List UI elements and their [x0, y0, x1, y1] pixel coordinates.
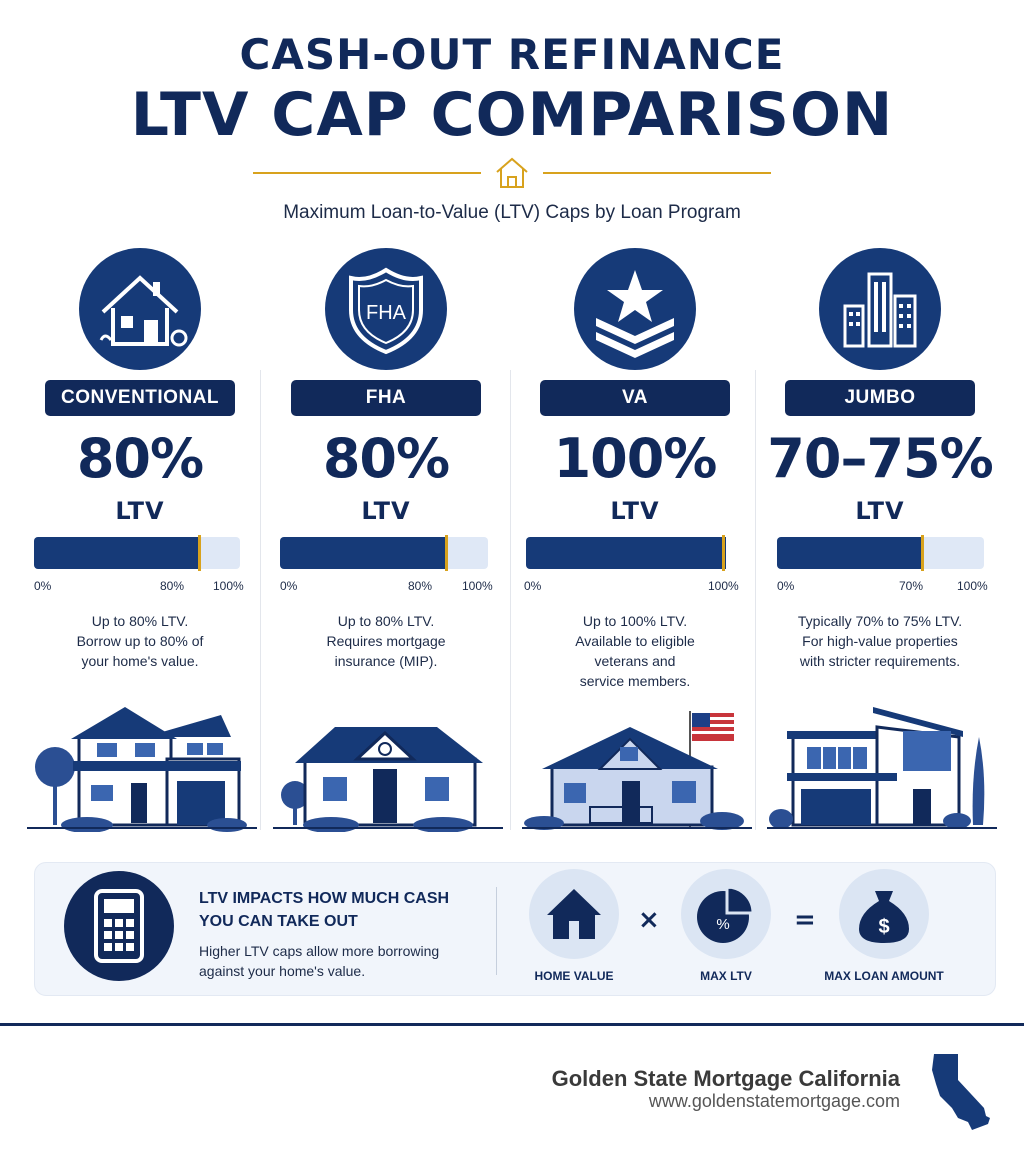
tick-label-end: 100%: [462, 579, 493, 593]
impact-body: against your home's value.: [199, 963, 366, 979]
calculator-icon: [64, 871, 174, 981]
tick-label-start: 0%: [524, 579, 542, 593]
description-line: veterans and: [594, 653, 676, 669]
ltv-cap-marker: [921, 535, 924, 571]
program-card-jumbo: JUMBO 70–75% LTV 0% 70% 100% Typically 7…: [757, 245, 1003, 835]
program-description: Up to 100% LTV. Available to eligible ve…: [522, 611, 748, 691]
column-divider: [260, 370, 261, 830]
column-divider: [510, 370, 511, 830]
home-value-label: HOME VALUE: [534, 969, 614, 983]
single-story-house-illustration: [273, 697, 503, 833]
tick-label-start: 0%: [34, 579, 52, 593]
ltv-unit-label: LTV: [361, 497, 411, 525]
program-name-label: JUMBO: [785, 380, 975, 416]
description-line: Up to 80% LTV.: [91, 613, 189, 629]
tick-label-start: 0%: [280, 579, 298, 593]
program-description: Up to 80% LTV. Borrow up to 80% of your …: [27, 611, 253, 671]
california-map-icon: [932, 1054, 990, 1130]
program-name-label: CONVENTIONAL: [45, 380, 235, 416]
max-loan-label: MAX LOAN AMOUNT: [824, 969, 944, 983]
ltv-cap-marker: [722, 535, 725, 571]
program-card-fha: FHA FHA 80% LTV 0% 80% 100% Up to 80% LT…: [263, 245, 509, 835]
max-ltv-label: MAX LTV: [700, 969, 752, 983]
house-icon: [79, 248, 201, 370]
ltv-progress-bar: [34, 535, 240, 571]
tick-label-end: 100%: [213, 579, 244, 593]
fha-shield-icon: FHA: [325, 248, 447, 370]
program-description: Typically 70% to 75% LTV. For high-value…: [767, 611, 993, 671]
pie-percent-text: %: [716, 916, 729, 933]
ltv-progress-fill: [777, 537, 922, 569]
multiply-sign: ×: [638, 905, 660, 935]
ltv-progress-bar: [526, 535, 726, 571]
star-chevron-icon: [574, 248, 696, 370]
tick-label-cap: 80%: [160, 579, 185, 593]
description-line: For high-value properties: [802, 633, 958, 649]
home-value-icon: [529, 869, 619, 959]
panel-divider: [496, 887, 497, 975]
ltv-progress-bar: [280, 535, 488, 571]
tick-label-end: 100%: [708, 579, 739, 593]
ltv-unit-label: LTV: [855, 497, 905, 525]
description-line: Typically 70% to 75% LTV.: [797, 613, 963, 629]
equals-sign: =: [794, 905, 816, 935]
description-line: your home's value.: [81, 653, 199, 669]
ltv-unit-label: LTV: [610, 497, 660, 525]
description-line: insurance (MIP).: [334, 653, 438, 669]
description-line: Up to 80% LTV.: [337, 613, 435, 629]
ltv-cap-marker: [445, 535, 448, 571]
impact-body: Higher LTV caps allow more borrowing: [199, 943, 440, 959]
modern-house-illustration: [767, 697, 997, 832]
tick-label-end: 100%: [957, 579, 988, 593]
house-with-flag-illustration: [522, 697, 752, 832]
ltv-cap-marker: [198, 535, 201, 571]
description-line: Requires mortgage: [326, 633, 446, 649]
page-title-line2: LTV CAP COMPARISON: [130, 80, 894, 150]
ltv-cap-value: 100%: [553, 427, 718, 490]
brand-url: www.goldenstatemortgage.com: [648, 1091, 900, 1111]
column-divider: [755, 370, 756, 830]
tick-label-cap: 70%: [899, 579, 924, 593]
description-line: service members.: [579, 673, 691, 689]
two-story-house-illustration: [27, 697, 257, 833]
page-title-line1: CASH-OUT REFINANCE: [239, 30, 785, 79]
program-name-label: FHA: [291, 380, 481, 416]
program-card-va: VA 100% LTV 0% 100% Up to 100% LTV. Avai…: [512, 245, 758, 835]
tick-label-start: 0%: [777, 579, 795, 593]
tick-label-cap: 80%: [408, 579, 433, 593]
ltv-progress-bar: [777, 535, 984, 571]
program-card-conventional: CONVENTIONAL 80% LTV 0% 80% 100% Up to 8…: [17, 245, 263, 835]
dollar-sign-text: $: [878, 916, 889, 938]
title-divider-house-icon: [253, 157, 771, 188]
money-bag-icon: $: [839, 869, 929, 959]
brand-name: Golden State Mortgage California: [551, 1066, 900, 1091]
skyscraper-icon: [819, 248, 941, 370]
program-description: Up to 80% LTV. Requires mortgage insuran…: [273, 611, 499, 671]
ltv-unit-label: LTV: [115, 497, 165, 525]
footer-rule: [0, 1023, 1024, 1026]
ltv-progress-fill: [280, 537, 446, 569]
ltv-cap-value: 80%: [76, 427, 204, 490]
page-subtitle: Maximum Loan-to-Value (LTV) Caps by Loan…: [283, 202, 741, 223]
ltv-cap-value: 70–75%: [767, 427, 993, 490]
ltv-impact-panel: LTV IMPACTS HOW MUCH CASH YOU CAN TAKE O…: [34, 862, 996, 996]
ltv-progress-fill: [34, 537, 199, 569]
description-line: Up to 100% LTV.: [582, 613, 688, 629]
impact-heading: YOU CAN TAKE OUT: [199, 913, 358, 930]
program-name-label: VA: [540, 380, 730, 416]
ltv-progress-fill: [526, 537, 726, 569]
impact-heading: LTV IMPACTS HOW MUCH CASH: [199, 890, 450, 907]
description-line: Available to eligible: [575, 633, 695, 649]
description-line: Borrow up to 80% of: [76, 633, 204, 649]
ltv-cap-value: 80%: [322, 427, 450, 490]
fha-shield-text: FHA: [366, 302, 407, 324]
description-line: with stricter requirements.: [799, 653, 961, 669]
pie-chart-icon: %: [681, 869, 771, 959]
